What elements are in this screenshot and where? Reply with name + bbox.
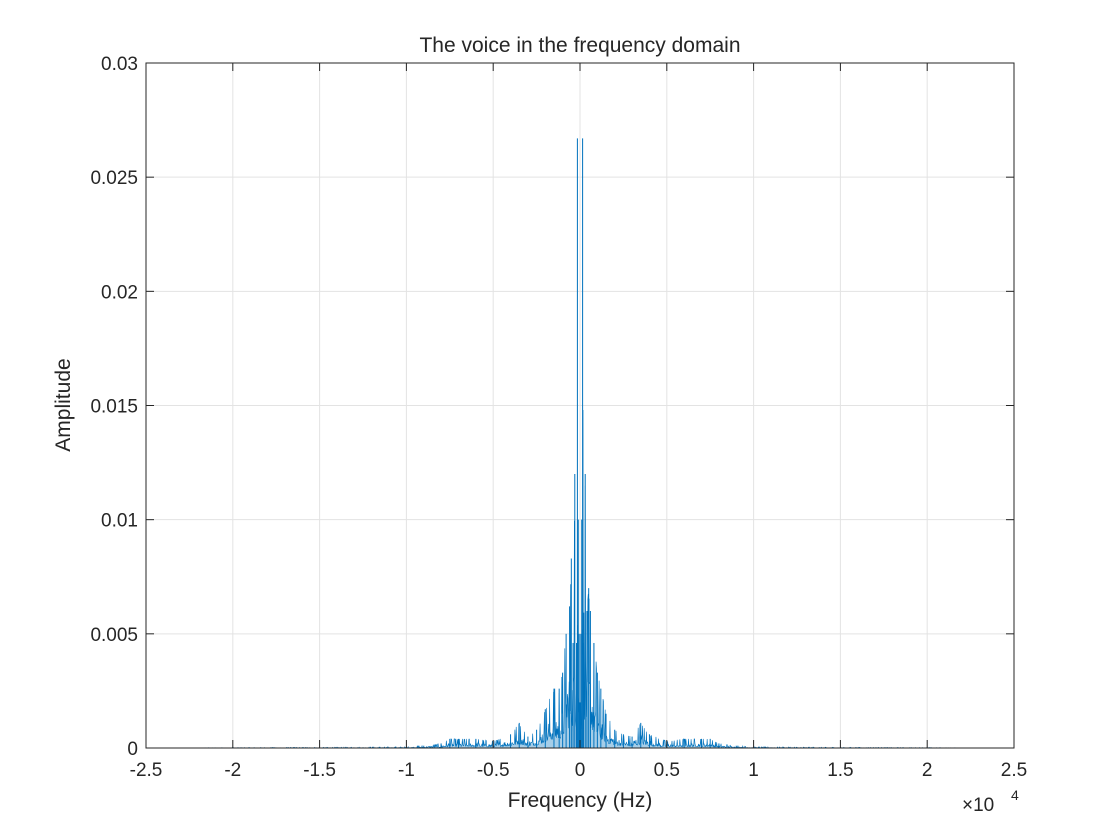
x-tick-label: 1.5	[827, 760, 853, 781]
x-tick-label: 0.5	[654, 760, 680, 781]
x-tick-label: -2	[224, 760, 241, 781]
x-tick-label: -0.5	[477, 760, 510, 781]
x-tick-label: 0	[575, 760, 586, 781]
y-tick-label: 0.005	[90, 625, 138, 646]
x-exponent-label: ×10	[962, 795, 994, 816]
x-tick-label: 2	[922, 760, 933, 781]
y-axis-label: Amplitude	[52, 358, 75, 451]
y-tick-label: 0.015	[90, 397, 138, 418]
x-axis-label: Frequency (Hz)	[508, 789, 653, 812]
chart-title: The voice in the frequency domain	[419, 34, 740, 57]
x-tick-label: -1	[398, 760, 415, 781]
y-tick-label: 0.02	[101, 282, 138, 303]
x-tick-label: 1	[748, 760, 759, 781]
y-tick-label: 0.025	[90, 168, 138, 189]
y-tick-label: 0.01	[101, 511, 138, 532]
x-tick-label: 2.5	[1001, 760, 1027, 781]
x-tick-label: -2.5	[130, 760, 163, 781]
x-exponent-power: 4	[1011, 787, 1019, 803]
grid-lines	[146, 63, 1014, 748]
y-tick-label: 0	[127, 739, 138, 760]
plot-series	[196, 138, 964, 749]
axis-ticks: -2.5 -2 -1.5 -1 -0.5 0 0.5 1 1.5 2 2.5 0 0.005 0.01 0.…	[90, 54, 1027, 781]
y-tick-label: 0.03	[101, 54, 138, 75]
x-tick-label: -1.5	[303, 760, 336, 781]
